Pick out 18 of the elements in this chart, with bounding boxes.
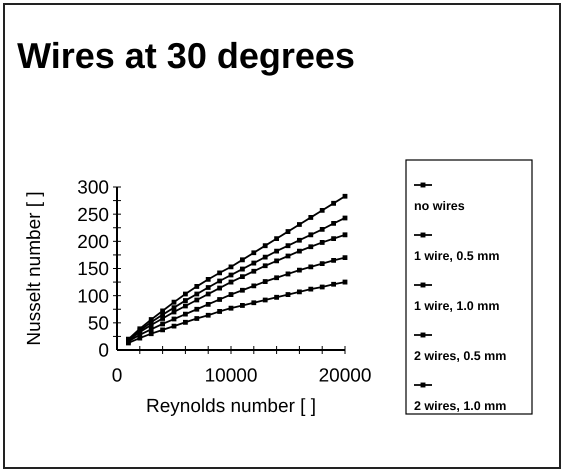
y-tick-label: 50: [88, 313, 109, 334]
x-tick-label: 0: [112, 366, 122, 387]
legend-label: 2 wires, 0.5 mm: [414, 349, 506, 363]
chart-title: Wires at 30 degrees: [17, 35, 355, 76]
x-tick-label: 20000: [318, 366, 372, 387]
legend-label: 2 wires, 1.0 mm: [414, 399, 506, 413]
y-tick-label: 300: [77, 178, 109, 199]
legend-label: 1 wire, 1.0 mm: [414, 299, 500, 313]
y-axis-title: Nusselt number [ ]: [24, 191, 45, 346]
x-tick-label: 10000: [204, 366, 258, 387]
legend-label: no wires: [414, 199, 465, 213]
y-tick-label: 150: [77, 259, 109, 280]
y-tick-label: 200: [77, 232, 109, 253]
legend-label: 1 wire, 0.5 mm: [414, 249, 500, 263]
y-tick-label: 0: [98, 340, 109, 362]
y-tick-label: 100: [77, 286, 109, 308]
y-tick-label: 250: [77, 204, 109, 226]
x-axis-title: Reynolds number [ ]: [146, 396, 316, 417]
